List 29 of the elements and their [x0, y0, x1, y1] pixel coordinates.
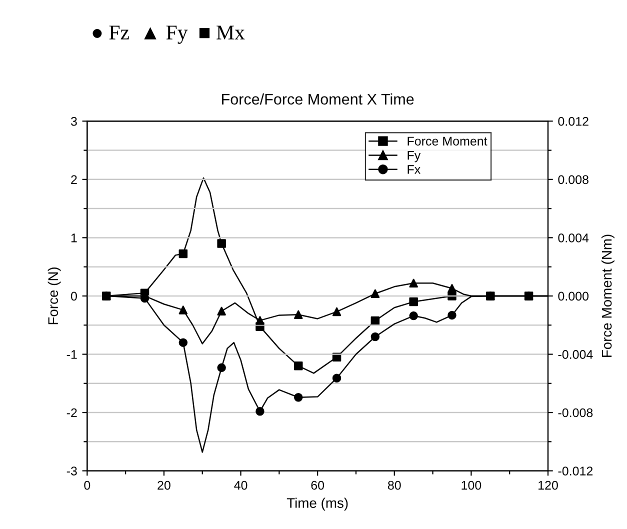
x-tick-label: 20	[158, 480, 170, 490]
x-tick-label: 100	[462, 480, 482, 490]
x-tick-label: 0	[84, 480, 90, 490]
y2-tick-label: 0.008	[558, 175, 588, 184]
x-tick-label: 80	[388, 480, 401, 490]
y2-tick-label: 0.000	[558, 292, 589, 301]
y-tick-label: -1	[66, 350, 77, 359]
y2-tick-label: -0.012	[558, 466, 593, 476]
y-tick-label: -3	[66, 466, 77, 476]
legend-label: Force Moment	[408, 136, 488, 146]
y2-tick-label: 0.004	[558, 234, 589, 242]
y-axis-title: Force (N)	[48, 268, 61, 324]
y2-tick-label: 0.012	[558, 116, 588, 126]
x-tick-label: 120	[538, 480, 558, 490]
y-tick-label: 3	[70, 116, 77, 126]
y-tick-label: 2	[71, 175, 77, 184]
y-tick-label: 1	[71, 234, 77, 242]
y-tick-label: -2	[66, 408, 77, 418]
text: ● Fz ▲ Fy ■ Mx	[92, 26, 245, 44]
y-tick-label: 0	[70, 292, 77, 301]
chart-title: Force/Force Moment X Time	[222, 93, 414, 105]
legend-label: Fy	[408, 150, 421, 162]
x-tick-label: 60	[311, 480, 324, 490]
y2-tick-label: -0.008	[558, 408, 593, 418]
y2-axis-title: Force Moment (Nm)	[601, 234, 614, 357]
x-tick-label: 40	[234, 480, 248, 490]
y2-tick-label: -0.004	[558, 350, 593, 359]
legend-label: Fx	[408, 165, 420, 174]
x-axis-title: Time (ms)	[286, 498, 348, 511]
